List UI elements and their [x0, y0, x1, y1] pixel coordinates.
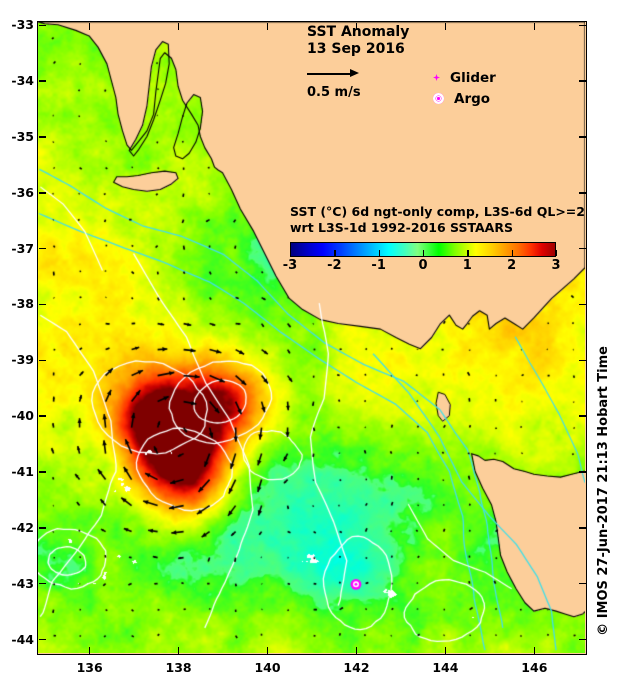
x-axis-tick-top: [444, 22, 447, 30]
y-axis-tick-right: [578, 527, 586, 529]
x-axis-tick-top: [177, 22, 180, 30]
colorbar-tick-label: 2: [507, 258, 517, 273]
argo-marker-icon: [433, 93, 444, 104]
y-axis-tick-label: -37: [11, 240, 34, 256]
y-axis-tick-right: [578, 415, 586, 417]
y-axis-tick-right: [578, 80, 586, 82]
x-axis-tick-label: 146: [521, 660, 548, 675]
map-plot-area[interactable]: [37, 21, 587, 655]
x-axis-tick: [355, 646, 358, 654]
y-axis-tick: [38, 24, 46, 27]
y-axis-tick: [38, 136, 46, 138]
y-axis-tick-label: -42: [11, 519, 34, 535]
x-axis-tick-label: 142: [343, 660, 370, 675]
sst-anomaly-raster: [38, 22, 585, 653]
y-axis-tick-right: [578, 247, 586, 250]
colorbar-tick-label: 0: [418, 258, 428, 273]
colorbar-tick: [467, 250, 469, 256]
y-axis-tick-label: -44: [11, 631, 34, 647]
y-axis-tick-label: -34: [11, 73, 34, 89]
x-axis-tick: [444, 646, 447, 654]
y-axis-tick-right: [578, 24, 586, 27]
y-axis-tick: [38, 247, 46, 250]
x-axis-tick-label: 138: [165, 660, 192, 675]
x-axis-tick-top: [355, 22, 358, 30]
marker-legend: Glider Argo: [433, 67, 496, 109]
x-axis-tick-label: 144: [432, 660, 459, 675]
colorbar-tick: [290, 250, 292, 256]
figure-title: SST Anomaly 13 Sep 2016: [307, 24, 409, 58]
x-axis-tick: [266, 646, 269, 654]
y-axis-tick: [38, 582, 46, 585]
y-axis-tick-label: -43: [11, 575, 34, 591]
colorbar-tick-label: -3: [282, 258, 298, 273]
x-axis-tick-top: [266, 22, 269, 30]
colorbar-tick: [378, 250, 380, 256]
y-axis-tick-right: [578, 638, 586, 641]
title-line-2: 13 Sep 2016: [307, 41, 405, 57]
y-axis-tick: [38, 415, 46, 417]
y-axis-tick-right: [578, 136, 586, 138]
y-axis-tick-label: -33: [11, 17, 34, 33]
legend-item-glider: Glider: [433, 67, 496, 88]
colorbar-tick: [334, 250, 336, 256]
x-axis-tick: [88, 646, 91, 654]
x-axis-tick-top: [88, 22, 91, 30]
x-axis-tick: [533, 646, 536, 654]
y-axis-tick-label: -36: [11, 184, 34, 200]
colorbar-tick-label: -2: [327, 258, 342, 273]
y-axis-tick: [38, 527, 46, 529]
right-arrow-icon: [307, 69, 363, 79]
y-axis-tick-label: -41: [11, 464, 34, 480]
velocity-scale-legend: 0.5 m/s: [307, 69, 417, 100]
glider-marker-icon: [433, 74, 440, 81]
y-axis-tick-label: -38: [11, 296, 34, 312]
colorbar-tick: [556, 250, 558, 256]
colorbar-caption: SST (°C) 6d ngt-only comp, L3S-6d QL>=2 …: [290, 204, 585, 236]
y-axis-tick-right: [578, 582, 586, 585]
colorbar-caption-line-2: wrt L3S-1d 1992-2016 SSTAARS: [290, 220, 513, 235]
colorbar-tick: [423, 250, 425, 256]
y-axis-tick: [38, 80, 46, 82]
y-axis-tick: [38, 638, 46, 641]
y-axis-tick-right: [578, 303, 586, 306]
y-axis-tick: [38, 192, 46, 194]
y-axis-tick: [38, 303, 46, 306]
velocity-scale-label: 0.5 m/s: [307, 85, 361, 100]
colorbar-block: SST (°C) 6d ngt-only comp, L3S-6d QL>=2 …: [283, 204, 585, 274]
title-line-1: SST Anomaly: [307, 24, 410, 40]
colorbar-tick-label: 1: [462, 258, 472, 273]
y-axis-tick: [38, 359, 46, 362]
x-axis-tick: [177, 646, 180, 654]
x-axis-tick-label: 136: [76, 660, 103, 675]
y-axis-tick-label: -39: [11, 352, 34, 368]
glider-legend-label: Glider: [450, 69, 496, 86]
x-axis-tick-label: 140: [254, 660, 281, 675]
x-axis-tick-top: [533, 22, 536, 30]
y-axis-tick-label: -40: [11, 408, 34, 424]
y-axis-tick-label: -35: [11, 128, 34, 144]
argo-legend-label: Argo: [454, 90, 491, 107]
colorbar-tick-label: 3: [551, 258, 561, 273]
legend-item-argo: Argo: [433, 88, 496, 109]
y-axis-tick-right: [578, 471, 586, 473]
colorbar-tick-label: -1: [371, 258, 386, 273]
y-axis-tick-right: [578, 359, 586, 362]
colorbar-tick: [511, 250, 513, 256]
colorbar-gradient: [290, 242, 556, 257]
colorbar-tick-labels: -3 -2 -1 0 1 2 3: [283, 258, 561, 274]
copyright-credit: © IMOS 27-Jun-2017 21:13 Hobart Time: [596, 346, 611, 636]
colorbar-caption-line-1: SST (°C) 6d ngt-only comp, L3S-6d QL>=2: [290, 204, 585, 219]
y-axis-tick: [38, 471, 46, 473]
y-axis-tick-right: [578, 192, 586, 194]
